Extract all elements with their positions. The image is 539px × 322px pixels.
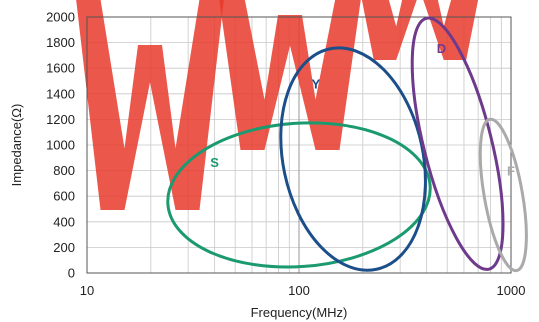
y-tick-label: 0 <box>68 266 75 281</box>
watermark <box>76 0 479 210</box>
series-ellipse-f <box>478 117 528 273</box>
y-tick-label: 1200 <box>46 112 75 127</box>
series-labels: S Y D F <box>210 41 515 179</box>
series-ellipse-s <box>166 121 432 269</box>
axes: 0 200 400 600 800 1000 1200 1400 1600 1800 2000 10 1… <box>46 10 525 299</box>
y-axis-title: Impedance(Ω) <box>9 104 24 187</box>
x-tick-label: 100 <box>288 283 310 298</box>
series-label-s: S <box>210 155 219 170</box>
x-tick-label: 10 <box>80 283 94 298</box>
series-layer <box>166 16 528 273</box>
y-tick-label: 600 <box>53 189 75 204</box>
y-tick-label: 400 <box>53 214 75 229</box>
y-tick-label: 1400 <box>46 86 75 101</box>
series-label-f: F <box>507 164 515 179</box>
y-tick-label: 200 <box>53 240 75 255</box>
y-tick-label: 1800 <box>46 35 75 50</box>
series-ellipse-d <box>410 16 505 271</box>
x-axis-title: Frequency(MHz) <box>251 305 348 320</box>
y-tick-label: 1600 <box>46 61 75 76</box>
y-tick-label: 2000 <box>46 10 75 25</box>
y-tick-label: 800 <box>53 163 75 178</box>
watermark-letter <box>361 0 479 60</box>
watermark-letter <box>219 0 361 150</box>
series-label-y: Y <box>311 77 320 92</box>
x-tick-label: 1000 <box>497 283 526 298</box>
watermark-letter <box>76 0 224 210</box>
y-tick-label: 1000 <box>46 138 75 153</box>
series-label-d: D <box>437 41 446 56</box>
